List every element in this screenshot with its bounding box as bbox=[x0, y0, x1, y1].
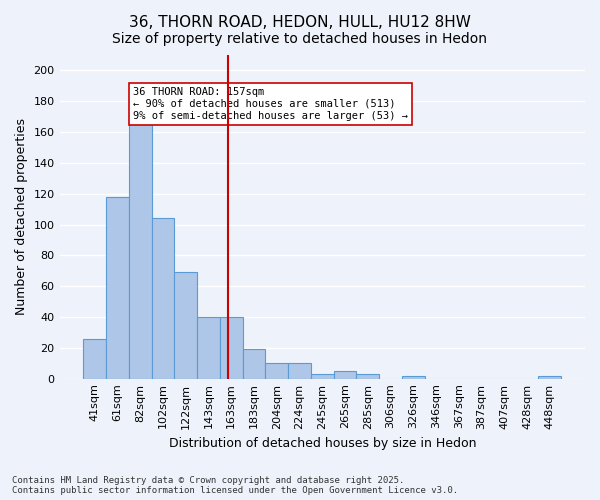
Bar bbox=[334, 371, 356, 378]
Bar bbox=[288, 364, 311, 378]
Text: Contains HM Land Registry data © Crown copyright and database right 2025.
Contai: Contains HM Land Registry data © Crown c… bbox=[12, 476, 458, 495]
X-axis label: Distribution of detached houses by size in Hedon: Distribution of detached houses by size … bbox=[169, 437, 476, 450]
Bar bbox=[356, 374, 379, 378]
Bar bbox=[311, 374, 334, 378]
Bar bbox=[197, 317, 220, 378]
Bar bbox=[175, 272, 197, 378]
Text: 36, THORN ROAD, HEDON, HULL, HU12 8HW: 36, THORN ROAD, HEDON, HULL, HU12 8HW bbox=[129, 15, 471, 30]
Y-axis label: Number of detached properties: Number of detached properties bbox=[15, 118, 28, 316]
Bar bbox=[129, 120, 152, 378]
Text: 36 THORN ROAD: 157sqm
← 90% of detached houses are smaller (513)
9% of semi-deta: 36 THORN ROAD: 157sqm ← 90% of detached … bbox=[133, 88, 408, 120]
Bar bbox=[83, 338, 106, 378]
Bar bbox=[106, 197, 129, 378]
Text: Size of property relative to detached houses in Hedon: Size of property relative to detached ho… bbox=[113, 32, 487, 46]
Bar bbox=[220, 317, 242, 378]
Bar bbox=[402, 376, 425, 378]
Bar bbox=[265, 364, 288, 378]
Bar bbox=[538, 376, 561, 378]
Bar bbox=[242, 350, 265, 378]
Bar bbox=[152, 218, 175, 378]
